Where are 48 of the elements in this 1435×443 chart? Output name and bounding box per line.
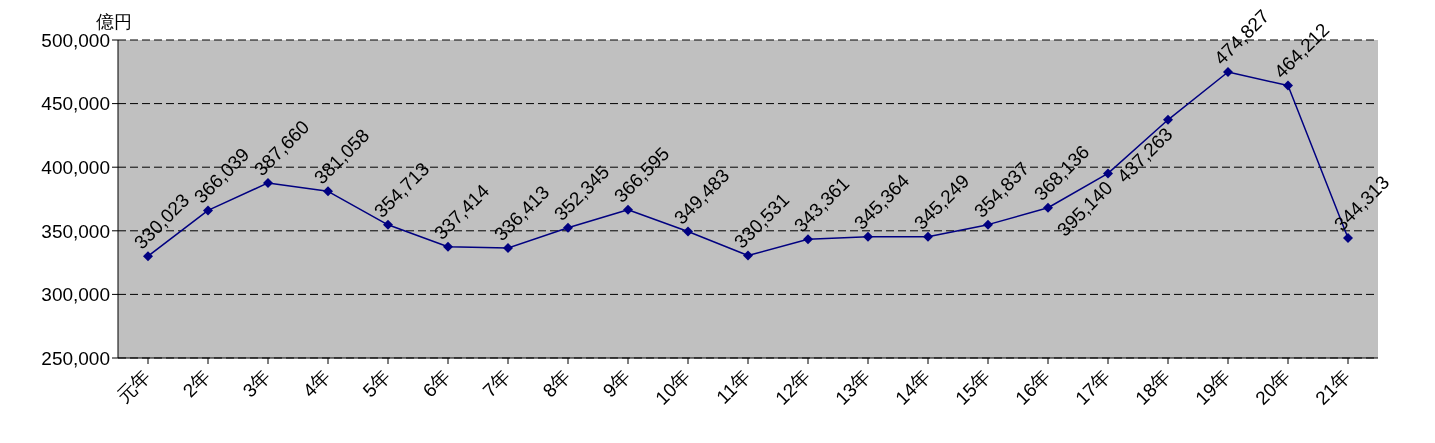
x-tick-label: 16年 <box>1011 365 1055 409</box>
x-tick-label: 19年 <box>1191 365 1235 409</box>
y-tick-label: 450,000 <box>41 93 110 115</box>
x-tick-label: 17年 <box>1071 365 1115 409</box>
x-tick-label: 10年 <box>651 365 695 409</box>
point <box>203 205 213 216</box>
point <box>983 219 993 230</box>
point <box>1043 202 1053 213</box>
point <box>563 222 573 233</box>
point <box>143 251 153 262</box>
point <box>1223 67 1233 78</box>
point <box>263 177 273 188</box>
x-tick-label: 9年 <box>598 365 635 402</box>
point <box>683 226 693 237</box>
point <box>383 219 393 230</box>
point <box>503 243 513 254</box>
x-tick-label: 14年 <box>891 365 935 409</box>
point <box>743 250 753 261</box>
x-tick-label: 元年 <box>112 365 155 408</box>
point <box>323 186 333 197</box>
point <box>1103 168 1113 179</box>
y-tick-label: 400,000 <box>41 156 110 178</box>
point <box>923 231 933 242</box>
y-tick-label: 350,000 <box>41 220 110 242</box>
x-tick-label: 12年 <box>771 365 815 409</box>
point <box>1283 80 1293 91</box>
point <box>803 234 813 245</box>
y-tick-label: 300,000 <box>41 284 110 306</box>
y-axis-title: 億円 <box>96 11 132 34</box>
point <box>863 231 873 242</box>
x-tick-label: 21年 <box>1311 365 1355 409</box>
x-tick-label: 11年 <box>712 365 755 408</box>
x-tick-label: 4年 <box>298 365 335 402</box>
point <box>1343 233 1353 244</box>
point <box>443 241 453 252</box>
x-tick-label: 5年 <box>358 365 395 402</box>
x-tick-label: 20年 <box>1251 365 1295 409</box>
x-tick-label: 15年 <box>951 365 995 409</box>
x-tick-label: 7年 <box>478 365 515 402</box>
point <box>1163 114 1173 125</box>
point <box>623 204 633 215</box>
x-tick-label: 18年 <box>1131 365 1175 409</box>
x-tick-label: 8年 <box>538 365 575 402</box>
x-tick-label: 13年 <box>831 365 875 409</box>
y-tick-label: 250,000 <box>41 347 110 369</box>
x-tick-label: 3年 <box>238 365 275 402</box>
x-tick-label: 6年 <box>418 365 455 402</box>
x-tick-label: 2年 <box>178 365 215 402</box>
